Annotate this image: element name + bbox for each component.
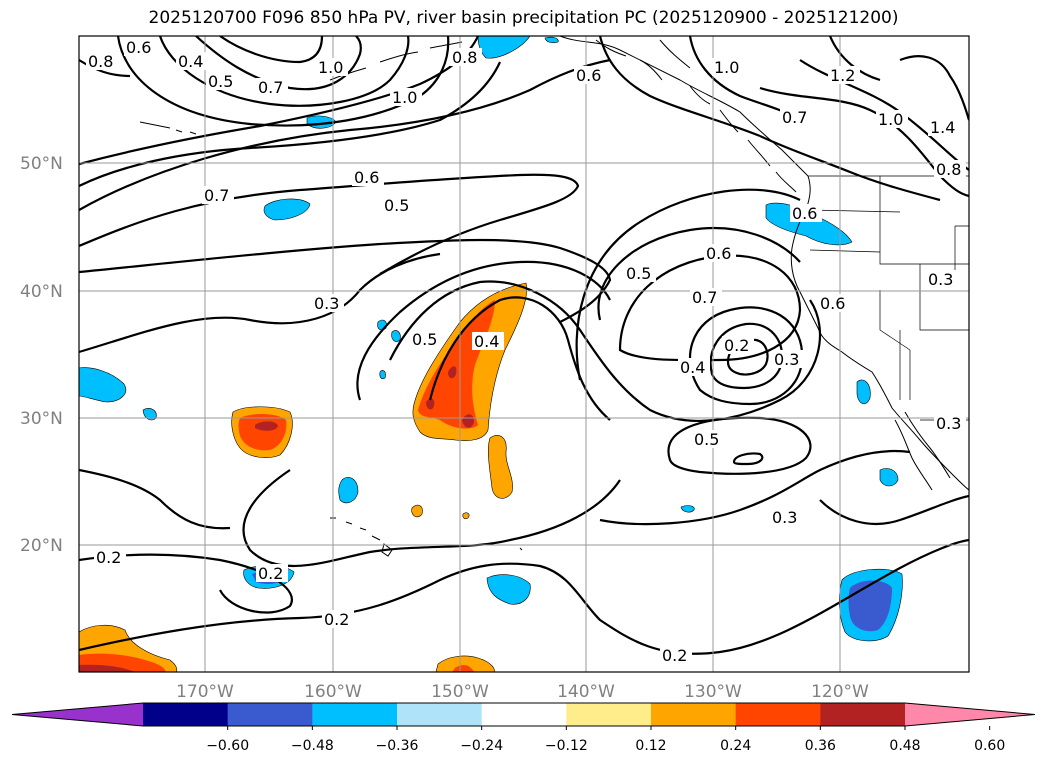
contour-label: 1.0 — [392, 88, 417, 107]
contour-label: 0.5 — [626, 264, 651, 283]
lon-label: 140°W — [557, 682, 615, 702]
colorbar-bin — [566, 703, 652, 726]
contour-label: 0.4 — [474, 332, 499, 351]
contour-label: 0.6 — [354, 168, 379, 187]
colorbar-bin — [143, 703, 229, 726]
contour-label: 0.6 — [792, 204, 817, 223]
colorbar-tick-label: −0.48 — [291, 738, 334, 754]
colorbar-tick-label: 0.24 — [720, 738, 751, 754]
contour-label: 0.3 — [314, 294, 339, 313]
colorbar: −0.60 −0.48 −0.36 −0.24 −0.12 0.12 0.24 0.36 0.4… — [11, 702, 1036, 754]
map-area — [79, 36, 969, 672]
contour-label: 0.4 — [178, 52, 203, 71]
colorbar-bin — [227, 703, 313, 726]
contour-label: 0.7 — [258, 78, 283, 97]
colorbar-bin — [397, 703, 483, 726]
contour-label: 0.6 — [576, 66, 601, 85]
shaded-negative-regions — [79, 36, 903, 642]
colorbar-tick-label: −0.12 — [545, 738, 588, 754]
colorbar-outline — [11, 702, 1036, 727]
contour-label: 1.0 — [714, 58, 739, 77]
contour-label: 1.2 — [830, 66, 855, 85]
contour-label: 0.5 — [412, 330, 437, 349]
colorbar-tick-label: 0.12 — [635, 738, 666, 754]
colorbar-tick-label: −0.24 — [460, 738, 503, 754]
graticule — [79, 36, 969, 672]
contour-label: 0.5 — [384, 196, 409, 215]
lon-label: 150°W — [431, 682, 489, 702]
contour-label: 0.7 — [692, 288, 717, 307]
contour-label: 0.3 — [928, 270, 953, 289]
contour-labels: 0.6 0.8 0.4 0.5 0.7 1.0 1.0 0.8 0.6 1.0 … — [86, 38, 966, 665]
colorbar-bin — [820, 703, 906, 726]
lon-label: 120°W — [811, 682, 869, 702]
contour-label: 0.8 — [936, 160, 961, 179]
contour-label: 1.4 — [930, 118, 955, 137]
longitude-labels: 170°W 160°W 150°W 140°W 130°W 120°W — [176, 682, 869, 702]
colorbar-tick-label: 0.36 — [805, 738, 836, 754]
contour-label: 0.6 — [820, 294, 845, 313]
contour-label: 0.8 — [452, 48, 477, 67]
contour-label: 0.3 — [936, 414, 961, 433]
shaded-positive-regions — [79, 282, 527, 672]
contour-label: 0.2 — [724, 336, 749, 355]
lat-label: 40°N — [20, 282, 63, 302]
contour-label: 0.7 — [782, 108, 807, 127]
lat-label: 30°N — [20, 409, 63, 429]
contour-label: 0.2 — [662, 646, 687, 665]
lat-label: 20°N — [20, 536, 63, 556]
contour-label: 1.0 — [318, 58, 343, 77]
contour-label: 0.2 — [258, 564, 283, 583]
contour-label: 0.6 — [706, 244, 731, 263]
lat-label: 50°N — [20, 154, 63, 174]
contour-label: 0.3 — [772, 508, 797, 527]
contour-label: 1.0 — [878, 110, 903, 129]
colorbar-tick-label: 0.60 — [974, 738, 1005, 754]
lon-label: 170°W — [176, 682, 234, 702]
lon-label: 160°W — [304, 682, 362, 702]
contour-label: 0.2 — [96, 548, 121, 567]
contour-label: 0.6 — [126, 38, 151, 57]
colorbar-extend-high — [905, 703, 1035, 726]
contour-label: 0.5 — [694, 430, 719, 449]
map-frame — [78, 35, 970, 673]
latitude-labels: 50°N 40°N 30°N 20°N — [20, 154, 63, 556]
colorbar-bin — [651, 703, 737, 726]
contour-label: 0.4 — [680, 358, 705, 377]
contour-label: 0.5 — [208, 72, 233, 91]
contour-label: 0.8 — [88, 52, 113, 71]
colorbar-bin — [481, 703, 567, 726]
colorbar-tick-label: −0.36 — [376, 738, 419, 754]
colorbar-bin — [735, 703, 821, 726]
contour-label: 0.2 — [324, 610, 349, 629]
coastlines — [139, 36, 969, 557]
colorbar-tick-label: 0.48 — [889, 738, 920, 754]
colorbar-tick-label: −0.60 — [206, 738, 249, 754]
colorbar-bin — [312, 703, 398, 726]
lon-label: 130°W — [684, 682, 742, 702]
contour-label: 0.7 — [204, 186, 229, 205]
chart-title: 2025120700 F096 850 hPa PV, river basin … — [148, 8, 899, 28]
contour-label: 0.3 — [774, 350, 799, 369]
colorbar-extend-low — [12, 703, 143, 726]
